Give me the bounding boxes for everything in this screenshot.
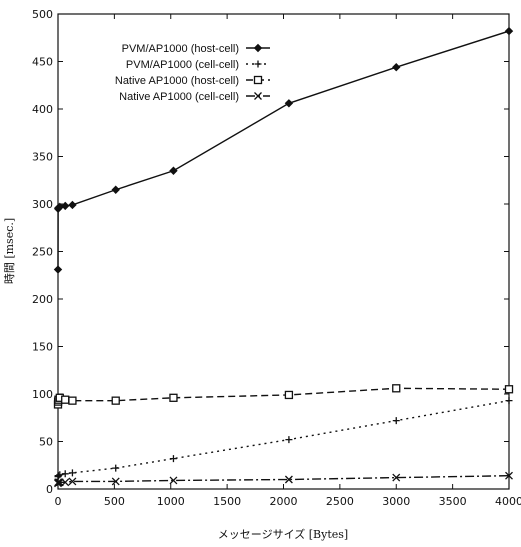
y-tick-label: 50 bbox=[39, 436, 53, 449]
data-point bbox=[61, 470, 69, 478]
data-point bbox=[54, 472, 62, 480]
legend-swatch-marker bbox=[253, 75, 263, 85]
legend-swatch-marker bbox=[254, 92, 262, 100]
y-axis: 0 50 100 150 200 250 300 350 400 450 500 bbox=[32, 8, 509, 496]
data-point bbox=[68, 469, 76, 477]
data-point bbox=[392, 417, 400, 425]
data-point bbox=[53, 265, 63, 274]
data-point bbox=[504, 385, 514, 394]
data-point bbox=[111, 477, 120, 486]
data-point bbox=[111, 396, 120, 405]
y-tick-label: 450 bbox=[32, 56, 53, 69]
data-point bbox=[169, 166, 178, 175]
data-point bbox=[61, 478, 70, 487]
y-tick-label: 200 bbox=[32, 293, 53, 306]
y-tick-label: 100 bbox=[32, 388, 53, 401]
x-tick-label: 3000 bbox=[382, 495, 410, 508]
data-point bbox=[68, 396, 77, 405]
data-point bbox=[61, 395, 70, 404]
y-tick-label: 150 bbox=[32, 341, 53, 354]
y-tick-label: 400 bbox=[32, 103, 53, 116]
y-axis-title: 時間 [msec.] bbox=[3, 218, 16, 284]
data-point bbox=[505, 397, 513, 405]
series-group bbox=[53, 26, 514, 488]
data-point bbox=[169, 476, 178, 485]
series-line bbox=[57, 475, 510, 484]
series-line bbox=[57, 387, 510, 405]
series-2 bbox=[54, 397, 513, 481]
x-tick-label: 500 bbox=[104, 495, 125, 508]
legend-label: Native AP1000 (host-cell) bbox=[115, 75, 239, 87]
data-point bbox=[56, 471, 64, 479]
data-point bbox=[392, 62, 401, 72]
data-point bbox=[504, 26, 514, 36]
y-tick-label: 250 bbox=[32, 246, 53, 259]
data-point bbox=[112, 464, 120, 472]
y-tick-label: 500 bbox=[32, 8, 53, 21]
x-tick-label: 4000 bbox=[495, 495, 521, 508]
data-point bbox=[169, 455, 177, 463]
x-tick-label: 0 bbox=[55, 495, 62, 508]
legend-label: PVM/AP1000 (host-cell) bbox=[122, 43, 239, 55]
data-point bbox=[111, 185, 120, 194]
data-point bbox=[68, 200, 77, 210]
series-line bbox=[57, 399, 510, 477]
data-point bbox=[284, 390, 294, 400]
series-4 bbox=[54, 471, 513, 488]
legend-swatch-marker bbox=[254, 60, 262, 68]
legend: PVM/AP1000 (host-cell) PVM/AP1000 (cell-c… bbox=[115, 43, 270, 103]
data-point bbox=[169, 393, 178, 402]
x-tick-label: 3500 bbox=[439, 495, 467, 508]
y-tick-label: 350 bbox=[32, 151, 53, 164]
legend-label: PVM/AP1000 (cell-cell) bbox=[126, 59, 239, 71]
x-axis: 0 500 1000 1500 2000 2500 3000 3500 4000 bbox=[55, 14, 521, 508]
data-point bbox=[392, 473, 401, 482]
data-point bbox=[61, 201, 70, 211]
legend-label: Native AP1000 (cell-cell) bbox=[119, 91, 239, 103]
data-point bbox=[285, 436, 293, 444]
data-point bbox=[505, 471, 513, 480]
x-tick-label: 1500 bbox=[213, 495, 241, 508]
x-tick-label: 2500 bbox=[326, 495, 354, 508]
data-point bbox=[68, 477, 77, 486]
series-1 bbox=[53, 26, 514, 274]
y-tick-label: 300 bbox=[32, 198, 53, 211]
data-point bbox=[392, 384, 401, 393]
data-point bbox=[284, 475, 293, 484]
data-point bbox=[284, 99, 294, 108]
y-tick-label: 0 bbox=[46, 483, 53, 496]
x-axis-title: メッセージサイズ [Bytes] bbox=[218, 527, 348, 541]
legend-swatch-marker bbox=[253, 43, 263, 53]
x-tick-label: 1000 bbox=[157, 495, 185, 508]
series-3 bbox=[53, 384, 514, 409]
data-point bbox=[54, 478, 63, 487]
x-tick-label: 2000 bbox=[270, 495, 298, 508]
